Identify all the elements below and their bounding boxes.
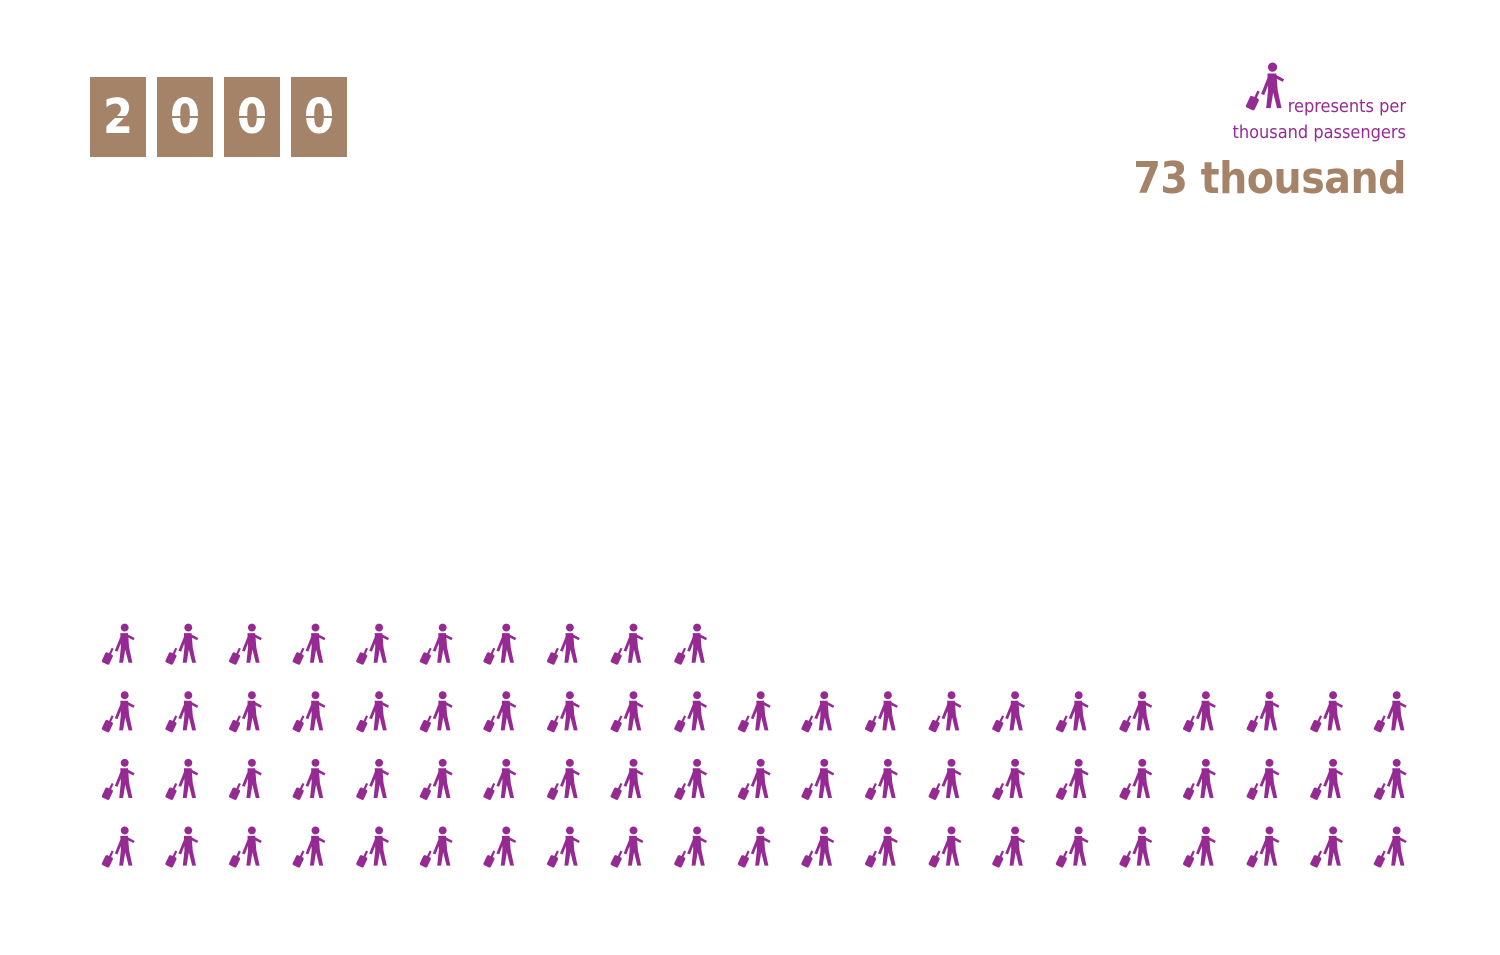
year-digit-3: 0: [236, 89, 268, 145]
traveler-icon: [101, 758, 135, 800]
traveler-icon: [1055, 691, 1089, 733]
traveler-icon: [356, 826, 389, 868]
traveler-icon: [1310, 826, 1343, 868]
traveler-icon: [1119, 826, 1153, 868]
year-counter: 2 0 0 0: [90, 77, 347, 157]
traveler-icon: [928, 758, 962, 800]
traveler-icon: [547, 691, 580, 733]
traveler-icon: [1183, 758, 1216, 800]
traveler-icon: [674, 826, 707, 868]
traveler-icon: [101, 826, 135, 868]
traveler-icon: [610, 691, 644, 733]
traveler-icon: [1373, 691, 1407, 733]
traveler-icon: [865, 691, 898, 733]
traveler-icon: [165, 826, 199, 868]
legend: represents per thousand passengers 73 th…: [1133, 60, 1406, 206]
legend-unit: represents per: [1133, 60, 1406, 120]
traveler-icon: [737, 691, 771, 733]
traveler-icon: [292, 623, 326, 665]
year-digit-1: 2: [102, 89, 134, 145]
year-digit: 0: [224, 77, 280, 157]
traveler-icon: [1246, 691, 1280, 733]
traveler-icon: [928, 826, 962, 868]
traveler-icon: [1246, 758, 1280, 800]
year-digit: 0: [291, 77, 347, 157]
traveler-icon: [674, 758, 707, 800]
traveler-icon: [1373, 758, 1407, 800]
traveler-icon: [610, 758, 644, 800]
traveler-icon: [865, 826, 898, 868]
legend-unit-label-line1: represents per: [1287, 96, 1406, 117]
legend-unit-label-line2: thousand passengers: [1232, 122, 1407, 143]
traveler-icon: [1055, 758, 1089, 800]
traveler-icon: [483, 623, 517, 665]
traveler-icon: [1373, 826, 1407, 868]
traveler-icon: [737, 758, 771, 800]
traveler-icon: [1055, 826, 1089, 868]
traveler-icon: [1183, 691, 1216, 733]
traveler-icon: [801, 691, 835, 733]
traveler-icon: [737, 826, 771, 868]
traveler-icon: [419, 758, 453, 800]
traveler-icon: [1183, 826, 1216, 868]
traveler-icon: [674, 691, 707, 733]
traveler-icon: [292, 691, 326, 733]
traveler-icon: [547, 623, 580, 665]
year-digit-2: 0: [169, 89, 201, 145]
total-value: 73 thousand: [1133, 153, 1406, 204]
traveler-icon: [547, 758, 580, 800]
year-digit: 2: [90, 77, 146, 157]
traveler-icon: [419, 826, 453, 868]
traveler-icon: [419, 623, 453, 665]
traveler-icon: [674, 623, 707, 665]
traveler-icon: [356, 758, 389, 800]
traveler-icon: [101, 691, 135, 733]
traveler-icon: [547, 826, 580, 868]
traveler-icon: [229, 826, 262, 868]
traveler-icon: [356, 691, 389, 733]
year-digit-4: 0: [303, 89, 335, 145]
traveler-icon: [419, 691, 453, 733]
traveler-icon: [101, 623, 135, 665]
traveler-icon: [483, 691, 517, 733]
traveler-icon: [1119, 758, 1153, 800]
traveler-icon: [1246, 826, 1280, 868]
traveler-icon: [292, 826, 326, 868]
traveler-icon: [992, 826, 1025, 868]
traveler-icon: [1119, 691, 1153, 733]
traveler-icon: [1310, 758, 1343, 800]
traveler-icon: [610, 623, 644, 665]
traveler-icon: [229, 691, 262, 733]
traveler-icon: [165, 623, 199, 665]
traveler-icon: [801, 826, 835, 868]
traveler-icon: [928, 691, 962, 733]
traveler-icon: [292, 758, 326, 800]
traveler-with-suitcase-icon: [1245, 62, 1284, 111]
traveler-icon: [610, 826, 644, 868]
traveler-icon: [229, 758, 262, 800]
traveler-icon: [483, 758, 517, 800]
year-digit: 0: [157, 77, 213, 157]
traveler-icon: [356, 623, 389, 665]
traveler-icon: [165, 691, 199, 733]
traveler-icon: [1310, 691, 1343, 733]
traveler-icon: [992, 758, 1025, 800]
traveler-icon: [992, 691, 1025, 733]
traveler-icon: [229, 623, 262, 665]
traveler-icon: [483, 826, 517, 868]
traveler-icon: [165, 758, 199, 800]
traveler-icon: [865, 758, 898, 800]
traveler-icon: [801, 758, 835, 800]
